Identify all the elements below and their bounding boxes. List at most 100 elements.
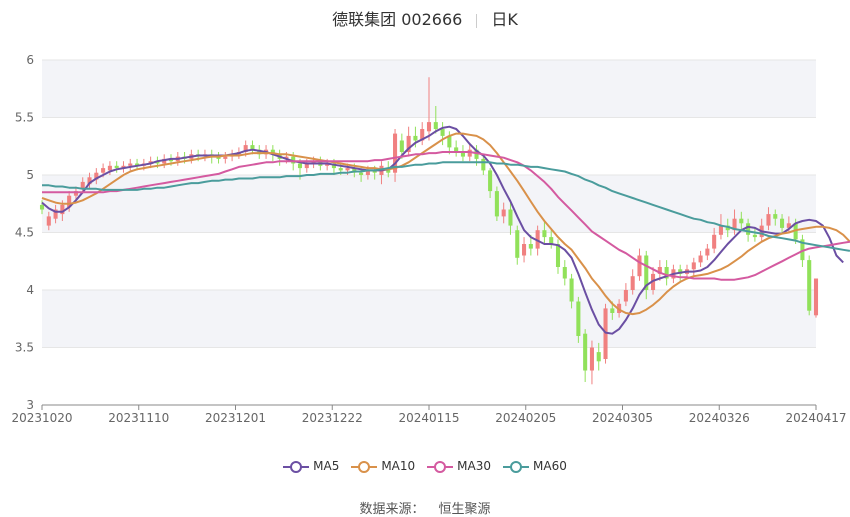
candle-body: [644, 255, 649, 290]
candle-body: [440, 129, 445, 136]
ma-line-ma10: [41, 132, 850, 316]
candle-body: [311, 161, 316, 164]
candle-body: [338, 168, 343, 171]
ma-line-ma30: [42, 151, 850, 281]
candle-body: [94, 172, 99, 180]
candle-body: [413, 135, 418, 141]
source-label: 数据来源：: [359, 502, 425, 517]
legend-item-ma60[interactable]: MA60: [503, 459, 567, 474]
legend-item-ma10[interactable]: MA10: [351, 459, 415, 474]
candle-body: [243, 145, 248, 152]
y-tick-label: 5: [26, 168, 34, 182]
candle-body: [325, 163, 330, 166]
candle-body: [488, 170, 493, 192]
candle-body: [780, 218, 785, 228]
candle-body: [433, 122, 438, 129]
x-tick-label: 20240305: [592, 411, 653, 425]
candle-body: [800, 239, 805, 261]
candle-body: [270, 149, 275, 155]
source-name: 恒生聚源: [438, 502, 491, 517]
candle-body: [365, 170, 370, 175]
candle-body: [576, 301, 581, 336]
candle-body: [284, 156, 289, 159]
candle-body: [46, 216, 51, 226]
candle-body: [87, 177, 92, 185]
candle-body: [623, 290, 628, 302]
candle-body: [549, 237, 554, 244]
y-tick-label: 3: [26, 398, 34, 412]
y-tick-label: 3.5: [15, 341, 34, 355]
ma-line-ma5: [41, 125, 844, 335]
candle-body: [732, 218, 737, 231]
candle-body: [589, 347, 594, 371]
candle-body: [73, 191, 78, 196]
candle-body: [725, 225, 730, 231]
candle-body: [718, 225, 723, 235]
x-tick-label: 20240326: [689, 411, 750, 425]
candle-body: [766, 214, 771, 226]
x-tick-label: 20231201: [205, 411, 266, 425]
candle-body: [372, 170, 377, 173]
title-separator: [476, 13, 478, 28]
candle-body: [331, 163, 336, 169]
candle-body: [522, 244, 527, 256]
x-tick-label: 20231222: [302, 411, 363, 425]
ma-line-ma60: [42, 161, 850, 252]
candle-body: [610, 308, 615, 313]
source-line: 数据来源： 恒生聚源: [0, 498, 850, 517]
candle-body: [807, 260, 812, 311]
y-tick-label: 4: [26, 283, 34, 297]
candle-body: [291, 156, 296, 164]
candle-body: [460, 152, 465, 157]
legend-marker-icon: [503, 460, 530, 473]
candle-body: [508, 209, 513, 226]
candle-body: [155, 161, 160, 164]
chart-title: 德联集团 002666: [332, 10, 463, 29]
candle-body: [162, 158, 167, 164]
candle-body: [515, 230, 520, 258]
x-tick-label: 20240205: [495, 411, 556, 425]
candle-body: [773, 214, 778, 219]
legend-item-ma30[interactable]: MA30: [427, 459, 491, 474]
y-tick-label: 4.5: [15, 226, 34, 240]
candle-body: [691, 262, 696, 270]
legend-marker-icon: [351, 460, 378, 473]
candle-body: [596, 352, 601, 362]
candle-body: [216, 156, 221, 159]
candle-body: [128, 163, 133, 166]
legend-label: MA5: [313, 459, 340, 474]
candle-body: [352, 168, 357, 173]
legend-item-ma5[interactable]: MA5: [283, 459, 339, 474]
candle-body: [501, 209, 506, 217]
candle-body: [257, 149, 262, 155]
candle-body: [53, 209, 58, 219]
x-tick-label: 20240115: [398, 411, 459, 425]
candle-body: [739, 218, 744, 224]
candle-body: [583, 333, 588, 371]
candle-body: [345, 168, 350, 171]
candle-body: [637, 255, 642, 277]
candle-body: [250, 145, 255, 150]
candle-body: [712, 234, 717, 249]
legend-marker-icon: [283, 460, 310, 473]
candle-body: [813, 278, 819, 316]
candle-body: [223, 156, 228, 159]
candle-body: [101, 168, 106, 173]
grid-band: [42, 290, 816, 348]
legend-marker-icon: [427, 460, 454, 473]
period-label: 日K: [491, 10, 518, 29]
candle-body: [426, 122, 432, 132]
legend-label: MA30: [457, 459, 492, 474]
legend-label: MA10: [381, 459, 416, 474]
candle-body: [678, 269, 683, 274]
y-tick-label: 5.5: [15, 111, 34, 125]
candle-body: [386, 168, 391, 173]
legend: MA5 MA10 MA30 MA60: [0, 459, 850, 474]
candle-body: [746, 223, 751, 235]
candle-body: [603, 308, 608, 359]
candle-body: [786, 223, 791, 228]
y-tick-label: 6: [26, 53, 34, 67]
candle-body: [657, 267, 662, 274]
